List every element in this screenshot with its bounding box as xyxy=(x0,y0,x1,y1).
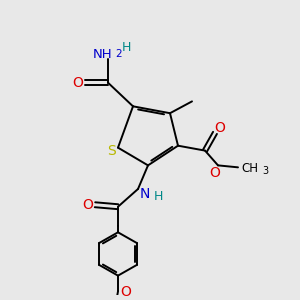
Text: CH: CH xyxy=(242,162,259,175)
Text: 2: 2 xyxy=(116,49,122,59)
Text: O: O xyxy=(210,166,220,180)
Text: O: O xyxy=(82,198,93,212)
Text: O: O xyxy=(121,285,131,299)
Text: N: N xyxy=(140,187,150,201)
Text: O: O xyxy=(214,121,225,135)
Text: S: S xyxy=(106,144,116,158)
Text: 3: 3 xyxy=(262,166,268,176)
Text: H: H xyxy=(121,41,131,54)
Text: NH: NH xyxy=(93,48,113,61)
Text: O: O xyxy=(73,76,83,90)
Text: H: H xyxy=(153,190,163,203)
